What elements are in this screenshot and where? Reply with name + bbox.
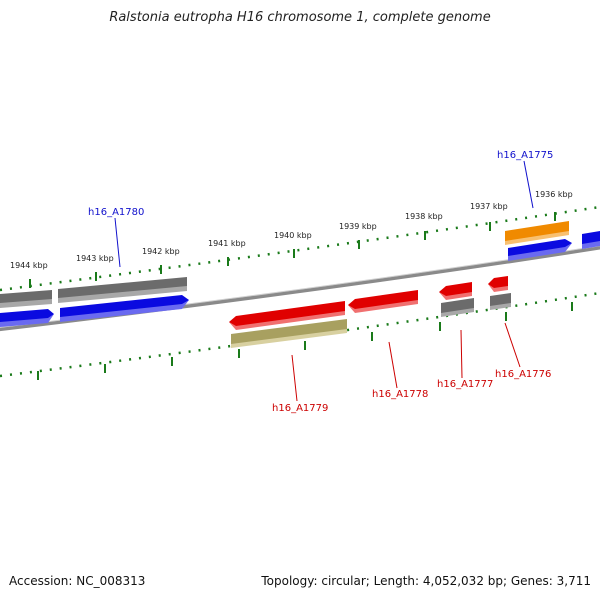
label-connector: [388, 341, 398, 389]
gene-label-h16-a1777[interactable]: h16_A1777: [437, 379, 493, 390]
gene-feature-gray-1780[interactable]: [58, 277, 187, 303]
gene-label-h16-a1780[interactable]: h16_A1780: [88, 207, 144, 218]
gene-feature-orange-1775[interactable]: [505, 221, 569, 245]
label-connector: [504, 322, 521, 368]
label-connector: [291, 354, 298, 402]
gene-feature-red-1777[interactable]: [439, 282, 472, 300]
accession-text: Accession: NC_008313: [9, 574, 146, 588]
gene-feature-gray-1777[interactable]: [441, 298, 474, 317]
gene-feature-red-1779[interactable]: [229, 301, 345, 330]
gene-feature-red-1776[interactable]: [488, 276, 508, 292]
tick-label: 1943 kbp: [76, 254, 114, 263]
tick-label: 1937 kbp: [470, 202, 508, 211]
gene-label-h16-a1778[interactable]: h16_A1778: [372, 389, 428, 400]
tick-label: 1940 kbp: [274, 231, 312, 240]
gene-feature-blue-1775[interactable]: [508, 239, 572, 261]
gene-label-h16-a1779[interactable]: h16_A1779: [272, 403, 328, 414]
gene-feature-blue-1780[interactable]: [60, 295, 189, 322]
gene-label-h16-a1776[interactable]: h16_A1776: [495, 369, 551, 380]
label-connector: [460, 329, 463, 379]
tick-label: 1938 kbp: [405, 212, 443, 221]
map-title: Ralstonia eutropha H16 chromosome 1, com…: [109, 10, 491, 25]
label-connector: [114, 217, 121, 268]
tick-label: 1936 kbp: [535, 190, 573, 199]
tick-label: 1941 kbp: [208, 239, 246, 248]
gene-feature-red-1778[interactable]: [348, 290, 418, 313]
gene-label-h16-a1775[interactable]: h16_A1775: [497, 150, 553, 161]
gene-feature-gray-1776[interactable]: [490, 293, 511, 310]
genome-summary-text: Topology: circular; Length: 4,052,032 bp…: [261, 574, 591, 588]
gene-feature-olive-1779[interactable]: [231, 319, 347, 348]
label-connector: [523, 160, 534, 209]
tick-label: 1944 kbp: [10, 261, 48, 270]
gene-feature-blue-left[interactable]: [0, 309, 54, 327]
tick-label: 1939 kbp: [339, 222, 377, 231]
gene-feature-blue-right[interactable]: [582, 231, 600, 249]
tick-label: 1942 kbp: [142, 247, 180, 256]
gene-feature-gray-left[interactable]: [0, 290, 52, 308]
